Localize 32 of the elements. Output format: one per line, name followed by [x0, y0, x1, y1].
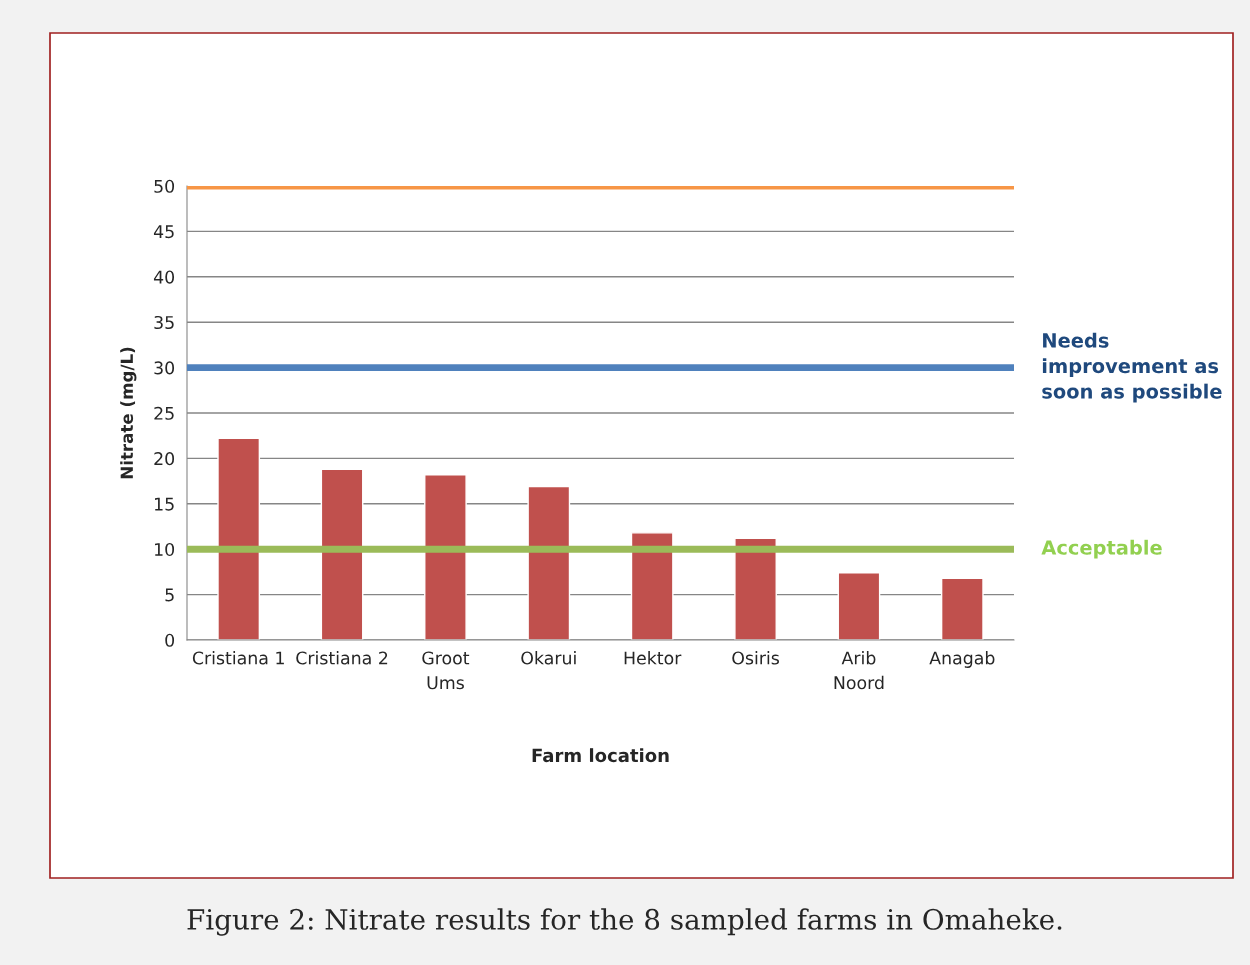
- ref-line-label: Acceptable: [1041, 539, 1162, 559]
- x-tick-label: Hektor: [624, 651, 682, 665]
- y-tick-label: 35: [154, 315, 174, 330]
- x-tick-label: Anagab: [929, 651, 995, 668]
- x-tick-label: Okarui: [521, 651, 576, 665]
- y-tick-label: 15: [155, 497, 174, 511]
- y-tick-label: 20: [154, 452, 175, 466]
- y-axis-title: Nitrate (mg/L): [120, 347, 137, 479]
- x-tick-label: Cristiana 1: [192, 651, 284, 665]
- y-tick-label: 30: [154, 361, 175, 375]
- y-tick-label: 45: [153, 225, 174, 239]
- x-tick-label: Cristiana 2: [296, 651, 388, 665]
- x-tick-label: Osiris: [732, 651, 779, 665]
- x-tick-label: Groot Ums: [422, 651, 470, 690]
- bar: [424, 474, 467, 640]
- caption: Figure 2: Nitrate results for the 8 sampled farms in Omaheke.: [187, 908, 1062, 936]
- bar: [837, 572, 881, 640]
- bar: [940, 577, 984, 640]
- ref-line-label: Needs improvement as soon as possible: [1042, 332, 1222, 403]
- y-tick-label: 10: [155, 542, 175, 557]
- bar: [320, 468, 364, 640]
- bar: [527, 485, 571, 640]
- bar: [217, 437, 261, 640]
- bar: [630, 532, 674, 640]
- y-tick-label: 50: [154, 179, 175, 193]
- x-axis-title: Farm location: [532, 748, 669, 763]
- y-tick-label: 5: [165, 588, 174, 602]
- x-tick-label: Arib Noord: [834, 651, 884, 690]
- y-tick-label: 25: [154, 406, 174, 420]
- y-tick-label: 0: [165, 633, 175, 647]
- bar: [734, 537, 777, 640]
- y-tick-label: 40: [153, 270, 175, 284]
